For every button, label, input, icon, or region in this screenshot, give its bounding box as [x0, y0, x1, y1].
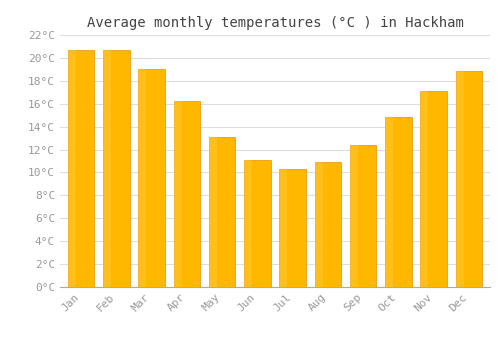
Bar	[280, 169, 306, 287]
Bar	[138, 69, 146, 287]
Title: Average monthly temperatures (°C ) in Hackham: Average monthly temperatures (°C ) in Ha…	[86, 16, 464, 30]
Bar	[244, 160, 270, 287]
Bar	[103, 50, 111, 287]
Bar	[209, 137, 236, 287]
Bar	[385, 118, 411, 287]
Bar	[174, 102, 182, 287]
Bar	[420, 91, 447, 287]
Bar	[350, 145, 376, 287]
Bar	[138, 69, 165, 287]
Bar	[385, 118, 393, 287]
Bar	[456, 70, 464, 287]
Bar	[68, 50, 94, 287]
Bar	[456, 70, 482, 287]
Bar	[350, 145, 358, 287]
Bar	[314, 162, 341, 287]
Bar	[68, 50, 76, 287]
Bar	[420, 91, 428, 287]
Bar	[103, 50, 130, 287]
Bar	[244, 160, 252, 287]
Bar	[209, 137, 217, 287]
Bar	[314, 162, 322, 287]
Bar	[174, 102, 200, 287]
Bar	[280, 169, 287, 287]
